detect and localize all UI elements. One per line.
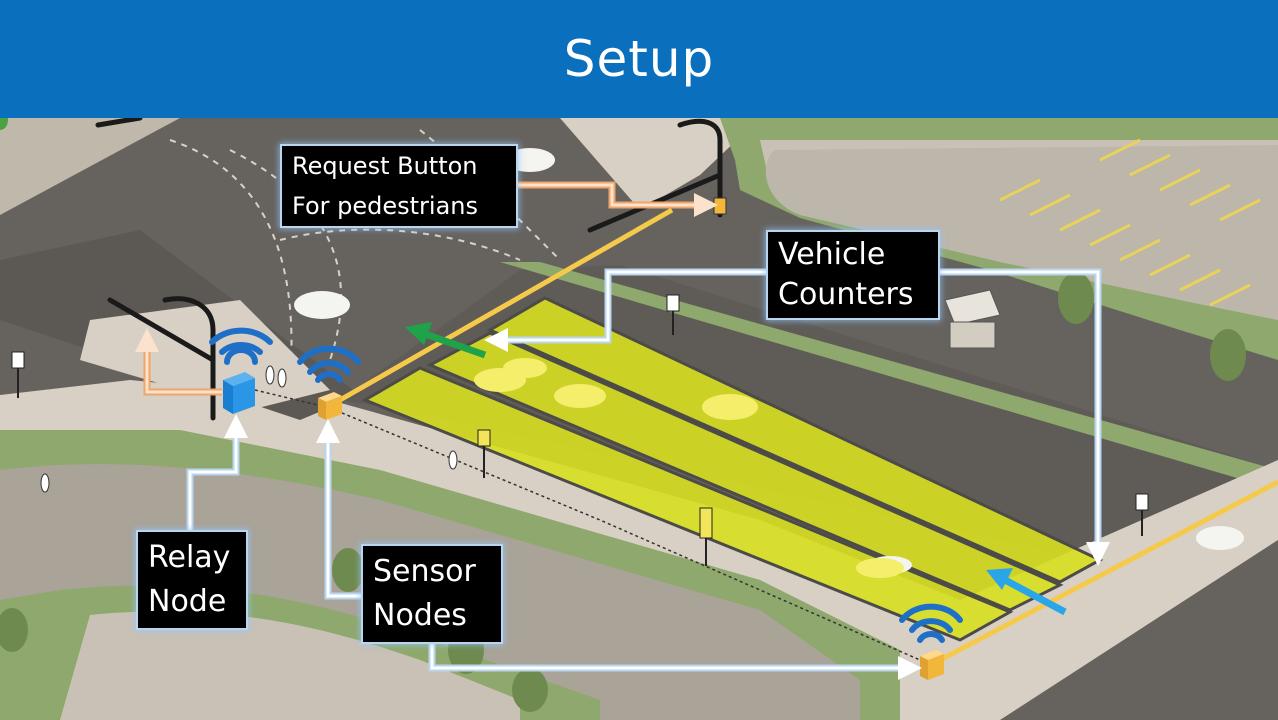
relay-node-label-line-1: Relay <box>148 540 231 575</box>
sidewalk-upper <box>560 118 760 210</box>
pedestrians <box>40 365 458 493</box>
parking-lot-right-inner <box>765 145 1278 320</box>
wifi-signals <box>209 327 963 643</box>
relay-node-label: Relay Node <box>138 532 246 628</box>
bus-shelter <box>944 289 1001 349</box>
road-signs <box>11 294 1149 566</box>
intersection-diagram <box>0 118 1278 720</box>
relay-node-label-line-2: Node <box>148 584 227 619</box>
relay-node-device <box>223 372 255 414</box>
slide-title: Setup <box>563 30 715 88</box>
title-bar: Setup <box>0 0 1278 118</box>
traffic-direction-arrows <box>405 322 1067 616</box>
request-button-label: Request Button For pedestrians <box>282 146 516 226</box>
vehicle-counters-label: Vehicle Counters <box>768 232 938 318</box>
sensor-nodes-label: Sensor Nodes <box>363 546 501 642</box>
crosswalk-line-upper <box>338 207 674 403</box>
sensor-nodes-label-line-2: Nodes <box>373 598 467 633</box>
crosswalk-line-lower <box>938 479 1278 663</box>
orange-connectors-inner <box>135 183 718 394</box>
cars-in-zone <box>474 358 904 578</box>
vehicle-counters-label-line-2: Counters <box>778 277 914 312</box>
node-link-dotted <box>254 389 921 661</box>
sensor-node-devices <box>318 197 944 680</box>
vehicle-counters-label-line-1: Vehicle <box>778 237 886 272</box>
sensor-nodes-label-line-1: Sensor <box>373 554 476 589</box>
parking-lot-upper-left <box>0 118 180 215</box>
median-upper <box>500 262 1278 490</box>
parking-stripes-right <box>999 138 1261 307</box>
parking-lot-bottom-left <box>60 611 520 720</box>
white-connectors <box>188 270 1110 680</box>
request-button-label-line-1: Request Button <box>292 152 478 180</box>
intersection-illustration <box>0 118 1278 720</box>
request-button-label-line-2: For pedestrians <box>292 192 478 220</box>
